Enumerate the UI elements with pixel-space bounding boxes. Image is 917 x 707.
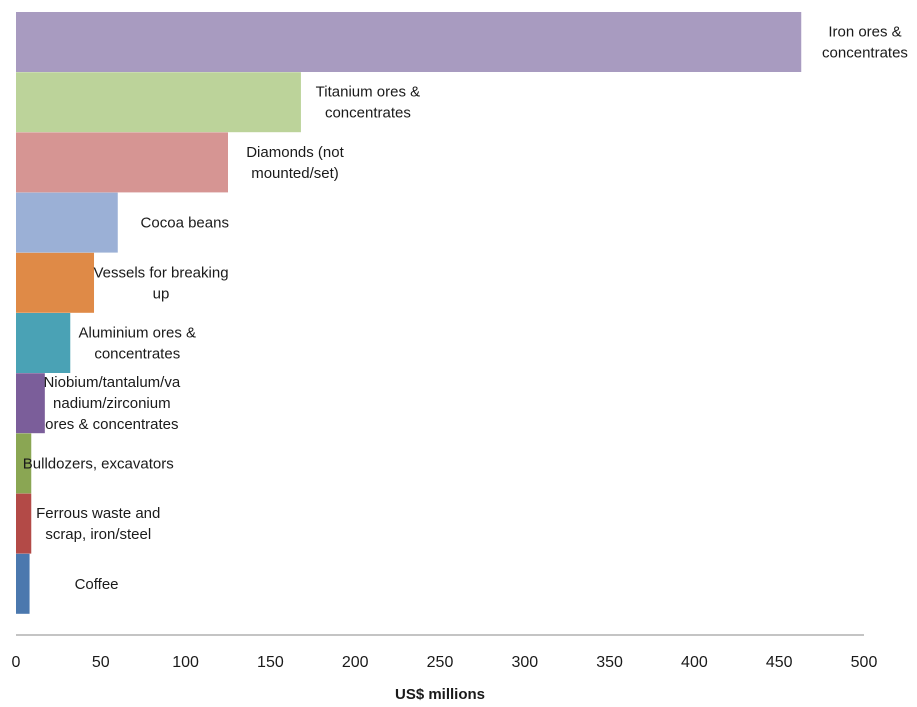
bar-label-3: Cocoa beans — [141, 215, 229, 232]
bar-label-line: Bulldozers, excavators — [23, 455, 174, 472]
bar-label-8: Ferrous waste and scrap, iron/steel — [36, 505, 160, 543]
bar-0 — [16, 12, 802, 72]
bar-labels-group: Iron ores & concentrates Titanium ores & co… — [23, 24, 908, 593]
bar-label-2: Diamonds (not mounted/set) — [246, 144, 344, 182]
x-tick-label: 300 — [511, 654, 538, 671]
bar-label-line: Vessels for breaking — [93, 264, 228, 281]
bar-7 — [16, 433, 32, 494]
bar-2 — [16, 132, 228, 193]
bar-label-line: Aluminium ores & — [78, 325, 196, 342]
bar-label-line: mounted/set) — [251, 165, 339, 182]
x-tick-label: 100 — [172, 654, 199, 671]
bar-label-line: Titanium ores & — [316, 84, 420, 101]
x-tick-label: 0 — [12, 654, 21, 671]
bar-label-5: Aluminium ores & concentrates — [78, 325, 196, 363]
x-tick-label: 500 — [851, 654, 878, 671]
bar-label-0: Iron ores & concentrates — [822, 24, 908, 62]
bar-label-line: Diamonds (not — [246, 144, 344, 161]
bar-label-line: up — [153, 285, 170, 302]
x-tick-label: 150 — [257, 654, 284, 671]
bar-3 — [16, 192, 118, 253]
bar-label-line: concentrates — [822, 45, 908, 62]
bar-label-1: Titanium ores & concentrates — [316, 84, 420, 122]
bar-label-line: Ferrous waste and — [36, 505, 160, 522]
x-tick-label: 250 — [427, 654, 454, 671]
x-tick-label: 350 — [596, 654, 623, 671]
x-tick-label: 400 — [681, 654, 708, 671]
x-tick-label: 200 — [342, 654, 369, 671]
bar-label-line: Cocoa beans — [141, 215, 229, 232]
bar-label-line: concentrates — [325, 105, 411, 122]
bar-label-6: Niobium/tantalum/va nadium/zirconium ores … — [43, 374, 180, 433]
bar-label-line: scrap, iron/steel — [45, 526, 151, 543]
bars-group — [16, 12, 802, 614]
bar-6 — [16, 373, 45, 434]
bar-label-line: nadium/zirconium — [53, 395, 171, 412]
x-tick-labels: 0 50 100 150 200 250 300 350 400 450 500 — [12, 654, 878, 671]
bar-label-line: concentrates — [94, 346, 180, 363]
x-tick-label: 450 — [766, 654, 793, 671]
bar-label-line: Iron ores & — [828, 24, 901, 41]
x-axis-title: US$ millions — [395, 686, 485, 703]
bar-9 — [16, 553, 30, 614]
bar-4 — [16, 252, 95, 313]
x-tick-label: 50 — [92, 654, 110, 671]
bar-label-line: Niobium/tantalum/va — [43, 374, 180, 391]
bar-8 — [16, 493, 32, 554]
bar-label-4: Vessels for breaking up — [93, 264, 228, 302]
bar-label-9: Coffee — [75, 576, 119, 593]
bar-label-line: Coffee — [75, 576, 119, 593]
bar-5 — [16, 313, 71, 373]
bar-label-line: ores & concentrates — [45, 416, 178, 433]
bar-1 — [16, 72, 301, 133]
bar-label-7: Bulldozers, excavators — [23, 455, 174, 472]
